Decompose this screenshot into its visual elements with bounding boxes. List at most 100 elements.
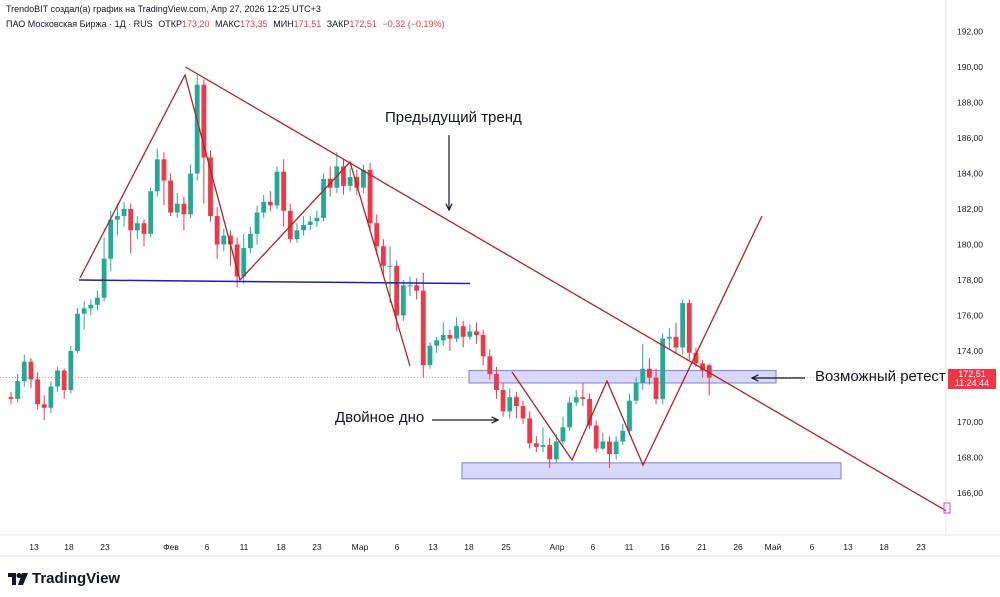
arrow-previous-trend-head — [445, 203, 453, 212]
candle-body — [88, 304, 94, 309]
zone-rect — [468, 369, 777, 384]
candle-body — [214, 216, 220, 245]
x-tick-label: 13 — [29, 542, 39, 552]
candle-body — [55, 370, 60, 387]
candle-body — [660, 338, 666, 399]
candle-body — [507, 397, 513, 412]
trendline-end-marker — [943, 502, 951, 514]
candle-body — [460, 326, 466, 337]
candle-body — [301, 224, 306, 231]
candle-body — [15, 381, 21, 399]
candle-body — [181, 203, 187, 215]
double-bottom-zigzag — [511, 215, 763, 467]
candle-body — [680, 303, 686, 348]
previous-trend-label: Предыдущий тренд — [385, 109, 522, 126]
candle-body — [653, 377, 659, 399]
candle-body — [587, 398, 592, 426]
x-tick-label: Фев — [163, 542, 179, 552]
high-label: МАКС — [215, 19, 241, 29]
chart-attribution: TrendoBIT создал(а) график на TradingVie… — [6, 4, 321, 14]
x-tick-label: Май — [765, 542, 782, 552]
candle-body — [108, 219, 114, 259]
candle-body — [347, 177, 353, 186]
y-tick-label: 184,00 — [957, 169, 983, 179]
x-tick-label: 18 — [64, 542, 74, 552]
x-tick-label: 11 — [240, 542, 249, 552]
arrow-possible-retest-head — [750, 374, 759, 382]
candle-body — [261, 201, 267, 213]
candle-body — [68, 351, 74, 391]
high-value: 173,35 — [240, 19, 268, 29]
candle-body — [148, 191, 154, 234]
support-line — [78, 279, 471, 285]
candle-body — [128, 209, 134, 231]
candle-body — [381, 246, 386, 266]
candle-body — [580, 397, 586, 399]
candle-body — [321, 178, 326, 218]
y-tick-label: 166,00 — [957, 488, 983, 498]
tradingview-logo[interactable]: TradingView — [8, 570, 120, 587]
low-label: МИН — [273, 19, 294, 29]
candle-body — [221, 235, 227, 245]
candle-body — [640, 368, 646, 383]
candle-body — [547, 445, 553, 460]
candle-body — [341, 166, 346, 186]
x-tick-label: 18 — [464, 542, 474, 552]
candle-body — [434, 340, 439, 346]
x-tick-label: 25 — [501, 542, 511, 552]
candle-body — [394, 265, 400, 316]
candle-body — [294, 230, 300, 240]
candle-body — [367, 169, 373, 224]
candle-body — [407, 285, 413, 287]
candle-body — [121, 209, 127, 217]
candle-body — [154, 159, 160, 192]
y-tick-label: 180,00 — [957, 240, 983, 250]
candle-body — [593, 425, 599, 449]
candle-body — [201, 84, 207, 158]
candle-body — [307, 221, 313, 225]
candle-body — [633, 382, 639, 401]
candle-body — [41, 404, 47, 408]
candle-body — [686, 303, 692, 353]
symbol-title[interactable]: ПАО Московская Биржа · 1Д · RUS — [6, 19, 153, 29]
candle-body — [706, 365, 712, 378]
candle-body — [115, 216, 120, 220]
candle-body — [440, 335, 446, 341]
candle-body — [527, 418, 533, 444]
candle-body — [454, 326, 459, 339]
candle-body — [241, 248, 247, 277]
candle-body — [8, 397, 14, 399]
candle-body — [134, 223, 140, 231]
x-tick-label: 18 — [879, 542, 889, 552]
candle-body — [573, 397, 579, 403]
candle-body — [480, 335, 486, 357]
candle-body — [673, 336, 679, 348]
candle-body — [287, 210, 293, 240]
candle-body — [81, 308, 87, 314]
candle-body — [234, 244, 240, 277]
candle-body — [700, 363, 705, 371]
candle-body — [228, 235, 233, 245]
candle-body — [514, 397, 519, 407]
x-tick-label: 6 — [395, 542, 400, 552]
y-tick-label: 170,00 — [957, 417, 983, 427]
candle-body — [61, 370, 67, 391]
x-tick-label: 6 — [810, 542, 815, 552]
candle-body — [620, 430, 626, 442]
y-tick-label: 168,00 — [957, 453, 983, 463]
candle-body — [281, 171, 287, 211]
x-tick-label: 23 — [916, 542, 926, 552]
current-price-tag: 172,51 11:24:44 — [948, 369, 996, 389]
candle-body — [494, 374, 499, 391]
tradingview-logo-text: TradingView — [32, 570, 121, 587]
x-tick-label: 11 — [625, 542, 634, 552]
candle-body — [267, 201, 273, 206]
candle-body — [374, 223, 380, 247]
downtrend-line — [185, 66, 947, 512]
x-tick-label: 23 — [100, 542, 110, 552]
candle-body — [208, 157, 213, 217]
x-tick-label: 6 — [591, 542, 596, 552]
candle-body — [21, 361, 27, 382]
candle-body — [28, 361, 34, 380]
